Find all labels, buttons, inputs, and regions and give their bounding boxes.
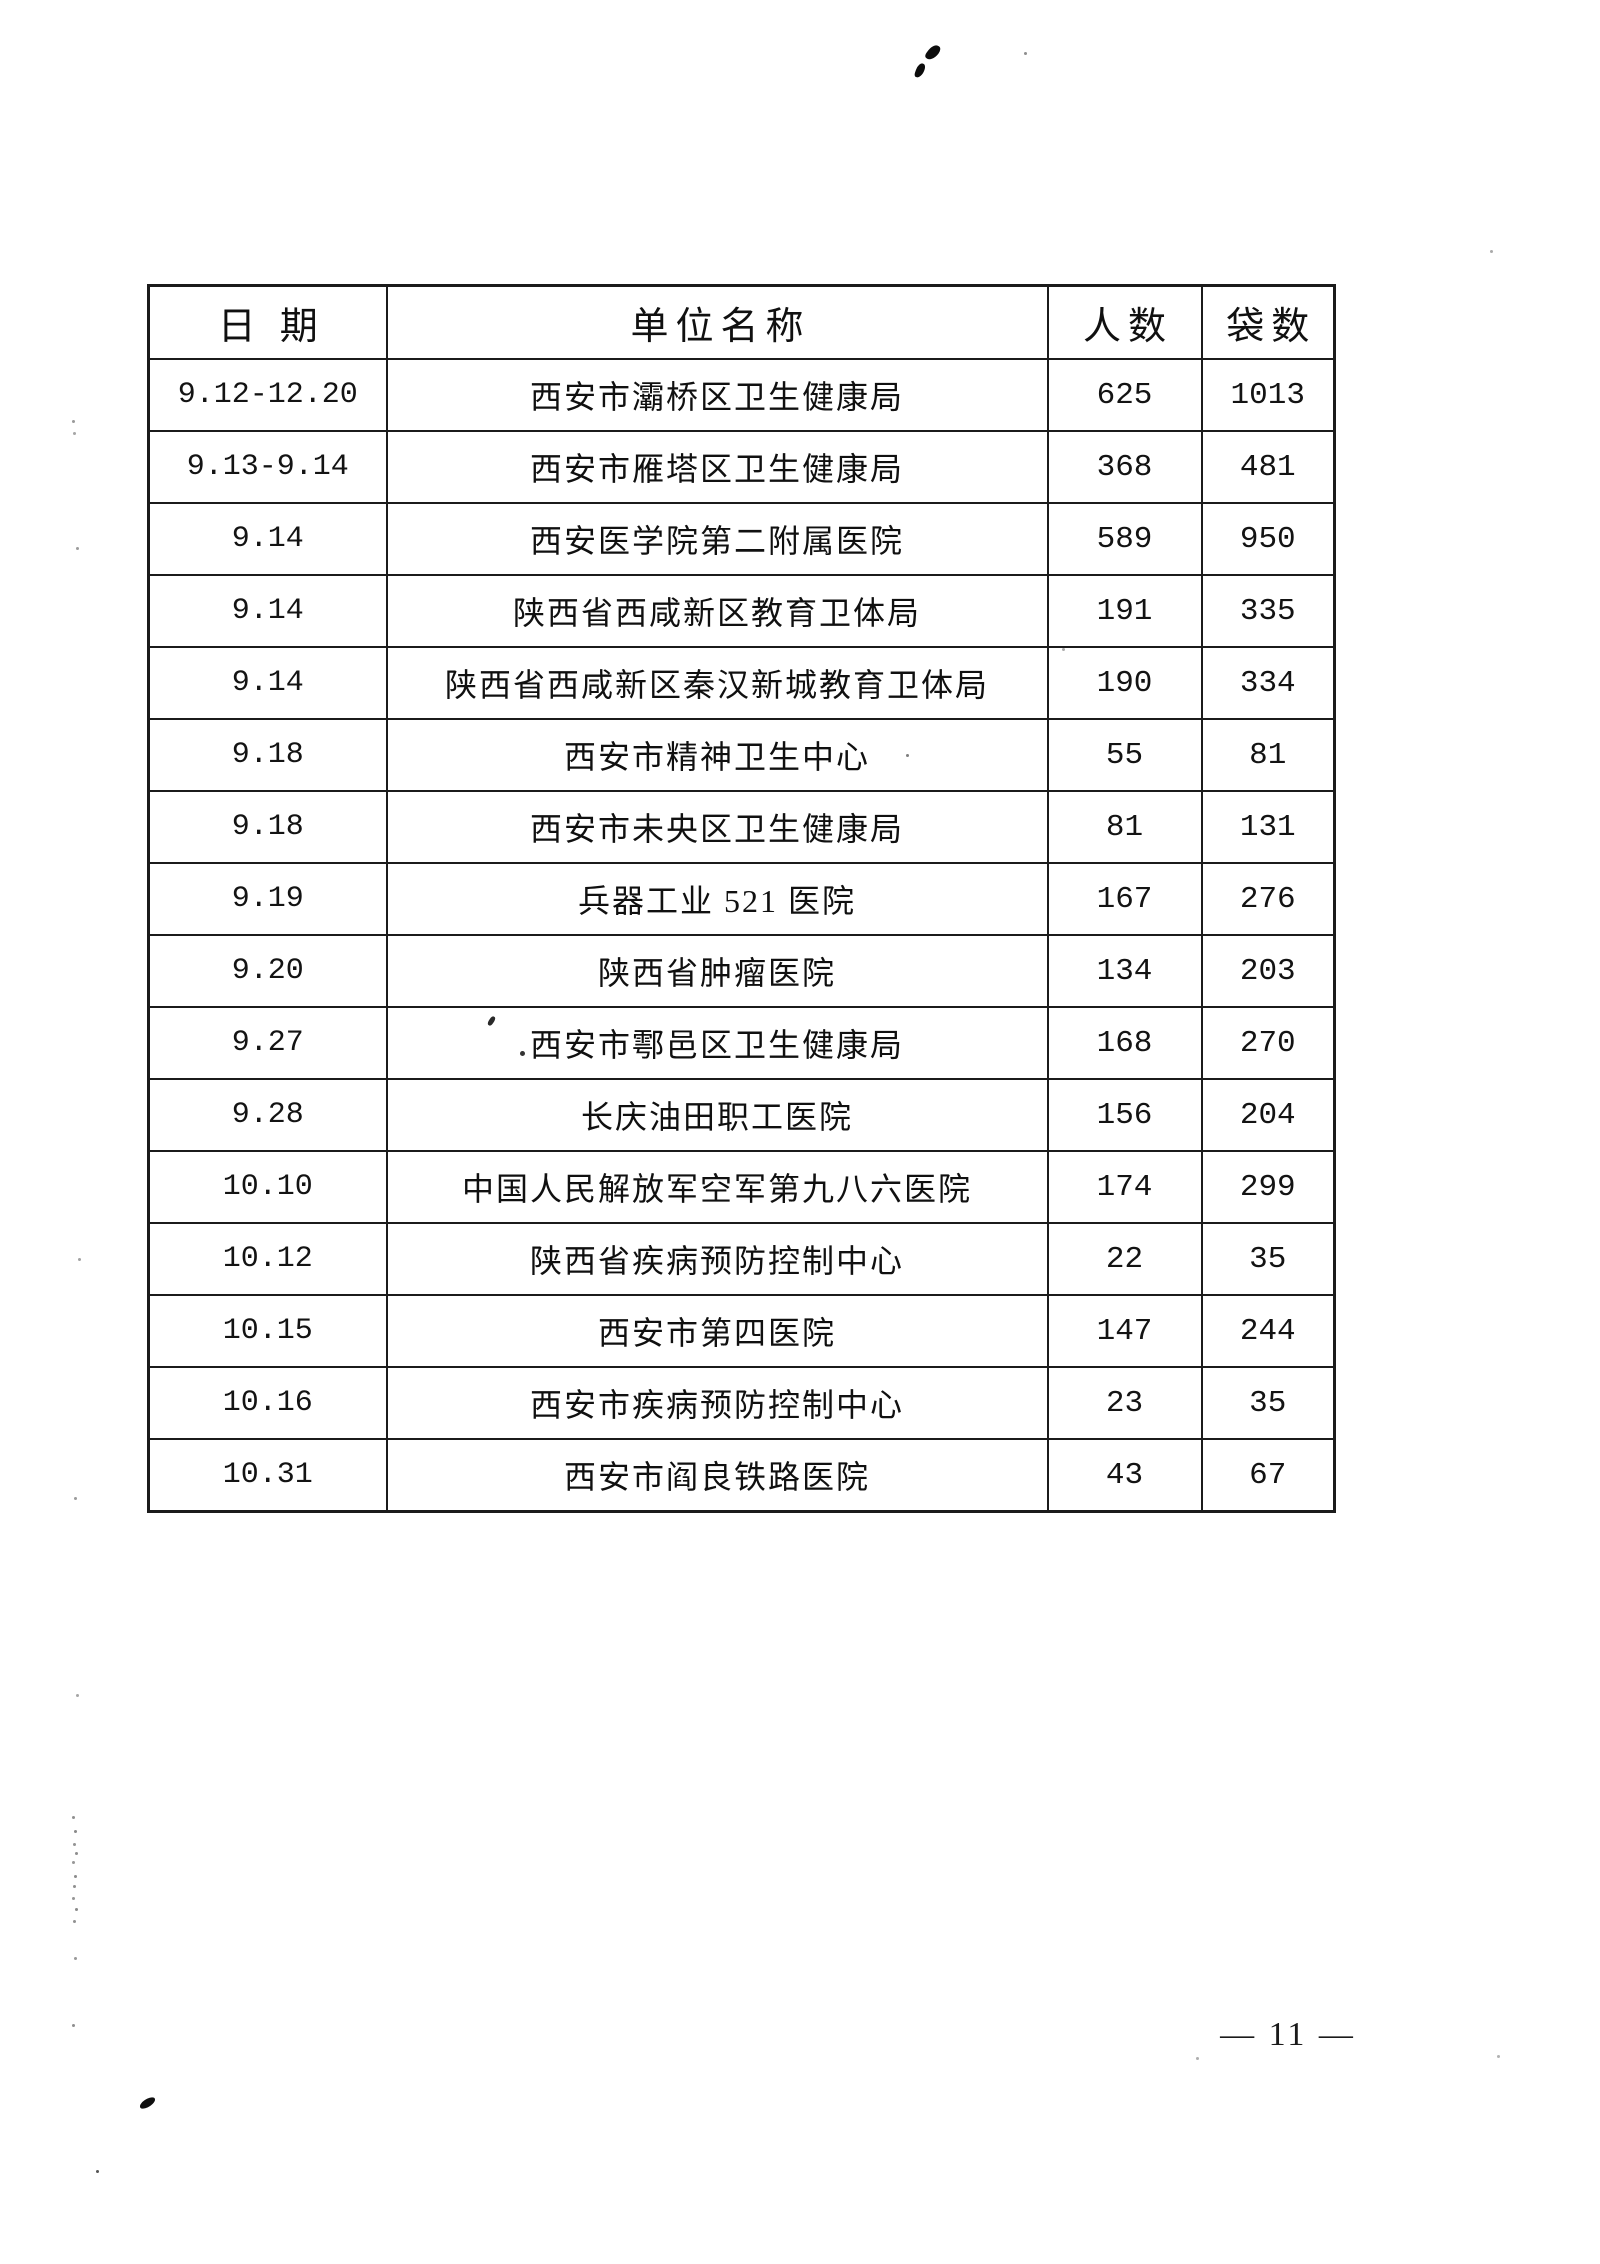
table-row: 9.12-12.20 西安市灞桥区卫生健康局 625 1013: [147, 358, 1336, 432]
bag-count-cell: 203: [1200, 934, 1336, 1008]
unit-name-cell: 西安市疾病预防控制中心: [385, 1366, 1049, 1440]
unit-name-cell: 陕西省肿瘤医院: [385, 934, 1049, 1008]
people-count-cell: 191: [1046, 574, 1203, 648]
unit-name-cell: 西安市灞桥区卫生健康局: [385, 358, 1049, 432]
people-count-cell: 625: [1046, 358, 1203, 432]
bag-count-cell: 131: [1200, 790, 1336, 864]
date-cell: 9.14: [147, 574, 388, 648]
date-cell: 9.13-9.14: [147, 430, 388, 504]
date-cell: 10.10: [147, 1150, 388, 1224]
table-row: 10.12 陕西省疾病预防控制中心 22 35: [147, 1222, 1336, 1296]
bag-count-cell: 81: [1200, 718, 1336, 792]
people-count-cell: 174: [1046, 1150, 1203, 1224]
unit-name-cell: 长庆油田职工医院: [385, 1078, 1049, 1152]
table-body: 9.12-12.20 西安市灞桥区卫生健康局 625 1013 9.13-9.1…: [147, 358, 1336, 1513]
date-cell: 9.12-12.20: [147, 358, 388, 432]
table-row: 9.14 陕西省西咸新区教育卫体局 191 335: [147, 574, 1336, 648]
bag-count-cell: 204: [1200, 1078, 1336, 1152]
table-row: 10.16 西安市疾病预防控制中心 23 35: [147, 1366, 1336, 1440]
people-count-cell: 134: [1046, 934, 1203, 1008]
table-row: 9.18 西安市精神卫生中心 55 81: [147, 718, 1336, 792]
bag-count-cell: 244: [1200, 1294, 1336, 1368]
ink-mark: [923, 42, 943, 63]
bag-count-cell: 950: [1200, 502, 1336, 576]
bag-count-cell: 334: [1200, 646, 1336, 720]
column-header: 人数: [1046, 284, 1203, 360]
unit-name-cell: 西安市雁塔区卫生健康局: [385, 430, 1049, 504]
unit-name-cell: 西安医学院第二附属医院: [385, 502, 1049, 576]
table-header-row: 日期 单位名称 人数 袋数: [147, 284, 1336, 360]
table-row: 9.28 长庆油田职工医院 156 204: [147, 1078, 1336, 1152]
people-count-cell: 156: [1046, 1078, 1203, 1152]
unit-name-cell: 陕西省西咸新区秦汉新城教育卫体局: [385, 646, 1049, 720]
bag-count-cell: 1013: [1200, 358, 1336, 432]
people-count-cell: 81: [1046, 790, 1203, 864]
table-row: 9.14 陕西省西咸新区秦汉新城教育卫体局 190 334: [147, 646, 1336, 720]
unit-name-cell: 西安市鄠邑区卫生健康局: [385, 1006, 1049, 1080]
date-cell: 9.27: [147, 1006, 388, 1080]
ink-mark: [138, 2095, 157, 2111]
table-row: 9.19 兵器工业 521 医院 167 276: [147, 862, 1336, 936]
table-row: 9.14 西安医学院第二附属医院 589 950: [147, 502, 1336, 576]
people-count-cell: 22: [1046, 1222, 1203, 1296]
table-row: 9.27 西安市鄠邑区卫生健康局 168 270: [147, 1006, 1336, 1080]
people-count-cell: 23: [1046, 1366, 1203, 1440]
page-number: — 11 —: [1220, 2016, 1356, 2053]
table-row: 9.13-9.14 西安市雁塔区卫生健康局 368 481: [147, 430, 1336, 504]
unit-name-cell: 陕西省西咸新区教育卫体局: [385, 574, 1049, 648]
table-row: 10.15 西安市第四医院 147 244: [147, 1294, 1336, 1368]
date-cell: 10.31: [147, 1438, 388, 1513]
unit-name-cell: 陕西省疾病预防控制中心: [385, 1222, 1049, 1296]
date-cell: 9.18: [147, 718, 388, 792]
unit-name-cell: 西安市精神卫生中心: [385, 718, 1049, 792]
bag-count-cell: 335: [1200, 574, 1336, 648]
bag-count-cell: 299: [1200, 1150, 1336, 1224]
date-cell: 9.28: [147, 1078, 388, 1152]
unit-name-cell: 中国人民解放军空军第九八六医院: [385, 1150, 1049, 1224]
date-cell: 9.14: [147, 646, 388, 720]
table-row: 10.10 中国人民解放军空军第九八六医院 174 299: [147, 1150, 1336, 1224]
column-header: 袋数: [1200, 284, 1336, 360]
table-row: 10.31 西安市阎良铁路医院 43 67: [147, 1438, 1336, 1513]
people-count-cell: 190: [1046, 646, 1203, 720]
people-count-cell: 43: [1046, 1438, 1203, 1513]
date-cell: 9.20: [147, 934, 388, 1008]
date-cell: 9.18: [147, 790, 388, 864]
ink-mark: [913, 62, 927, 79]
bag-count-cell: 35: [1200, 1366, 1336, 1440]
people-count-cell: 167: [1046, 862, 1203, 936]
unit-name-cell: 西安市阎良铁路医院: [385, 1438, 1049, 1513]
unit-name-cell: 西安市第四医院: [385, 1294, 1049, 1368]
bag-count-cell: 481: [1200, 430, 1336, 504]
date-cell: 9.19: [147, 862, 388, 936]
people-count-cell: 589: [1046, 502, 1203, 576]
column-header: 日期: [147, 284, 388, 360]
bag-count-cell: 270: [1200, 1006, 1336, 1080]
unit-name-cell: 西安市未央区卫生健康局: [385, 790, 1049, 864]
column-header: 单位名称: [385, 284, 1049, 360]
distribution-table: 日期 单位名称 人数 袋数 9.12-12.20 西安市灞桥区卫生健康局 625 10…: [147, 284, 1336, 1513]
table-row: 9.18 西安市未央区卫生健康局 81 131: [147, 790, 1336, 864]
bag-count-cell: 35: [1200, 1222, 1336, 1296]
people-count-cell: 55: [1046, 718, 1203, 792]
people-count-cell: 147: [1046, 1294, 1203, 1368]
people-count-cell: 168: [1046, 1006, 1203, 1080]
unit-name-cell: 兵器工业 521 医院: [385, 862, 1049, 936]
date-cell: 10.16: [147, 1366, 388, 1440]
table-header: 日期 单位名称 人数 袋数: [147, 284, 1336, 360]
people-count-cell: 368: [1046, 430, 1203, 504]
bag-count-cell: 276: [1200, 862, 1336, 936]
date-cell: 10.12: [147, 1222, 388, 1296]
date-cell: 10.15: [147, 1294, 388, 1368]
scan-speckles: [72, 420, 75, 423]
bag-count-cell: 67: [1200, 1438, 1336, 1513]
table-row: 9.20 陕西省肿瘤医院 134 203: [147, 934, 1336, 1008]
date-cell: 9.14: [147, 502, 388, 576]
